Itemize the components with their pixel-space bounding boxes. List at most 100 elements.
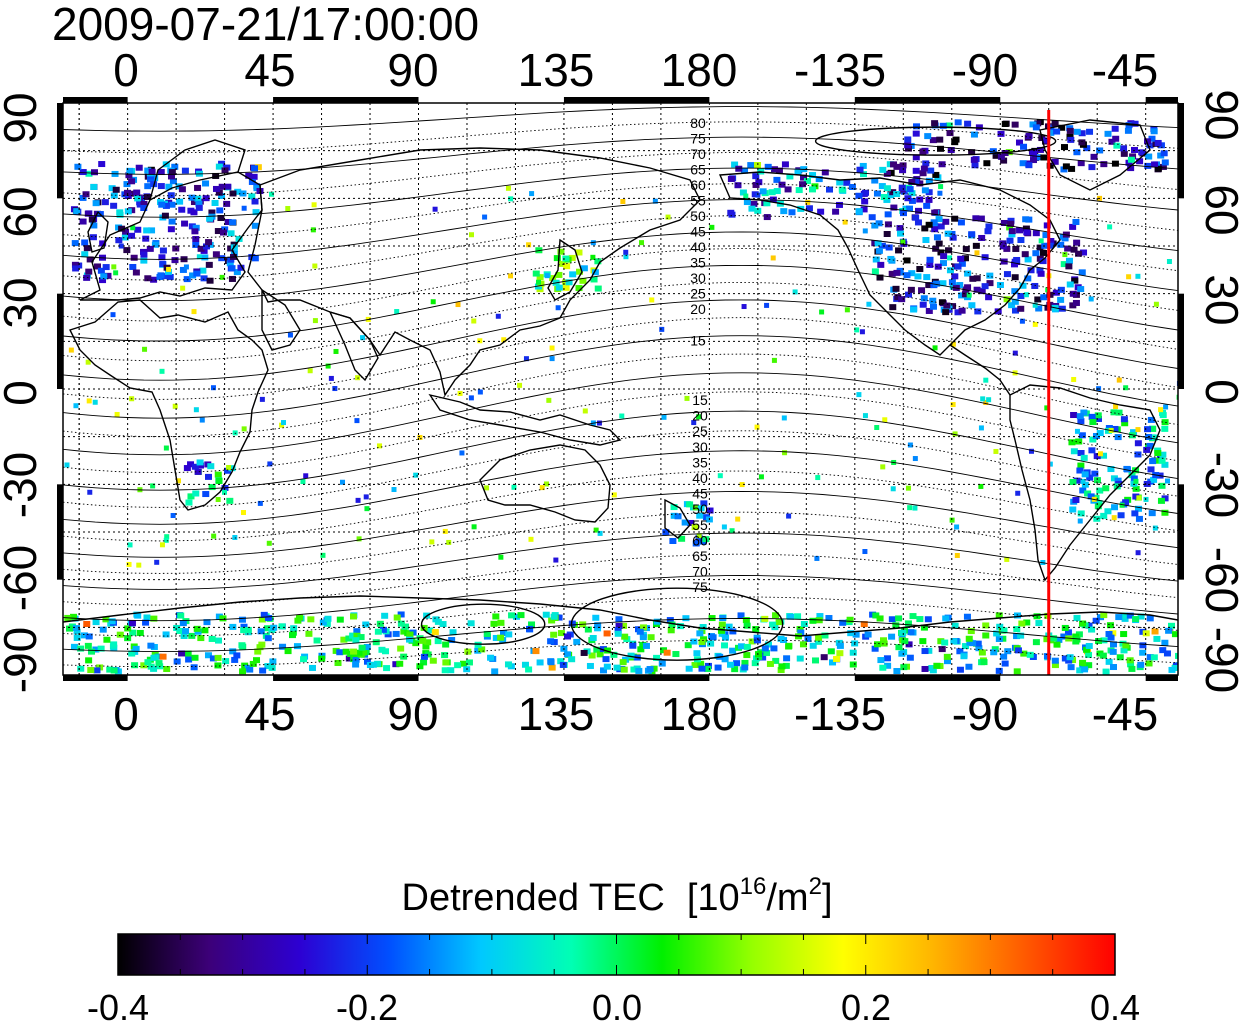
tec-pixel [697, 505, 705, 512]
tec-pixel [846, 616, 854, 623]
tec-pixel [992, 152, 1000, 159]
tec-pixel [714, 664, 722, 671]
tec-pixel [916, 616, 924, 623]
tec-pixel [268, 664, 276, 671]
tec-pixel [1023, 619, 1031, 626]
tec-pixel [181, 220, 189, 227]
tec-pixel [492, 613, 500, 620]
tec-pixel [110, 312, 116, 318]
tec-pixel [164, 268, 172, 275]
tec-pixel [629, 642, 637, 649]
tec-pixel [871, 222, 879, 229]
tec-pixel [855, 208, 863, 215]
tec-pixel [1160, 150, 1168, 157]
tec-pixel [439, 621, 447, 628]
tec-pixel [593, 646, 601, 653]
tec-pixel [919, 638, 927, 645]
tec-pixel [833, 655, 841, 662]
tec-pixel [1126, 612, 1134, 619]
tec-pixel [122, 228, 130, 235]
tec-pixel [1107, 634, 1115, 641]
tec-pixel [1114, 477, 1122, 484]
tec-pixel [929, 667, 937, 674]
tec-pixel [1086, 128, 1094, 135]
tec-pixel [803, 178, 811, 185]
tec-pixel [1032, 250, 1040, 257]
tec-pixel [1113, 142, 1121, 149]
tec-pixel [205, 261, 213, 268]
tec-pixel [921, 187, 929, 194]
tec-pixel [178, 206, 186, 213]
tec-pixel [877, 261, 885, 268]
map-frame-bars [57, 97, 1184, 681]
tec-pixel [1158, 457, 1166, 464]
tec-pixel [872, 612, 880, 619]
tec-pixel [888, 270, 896, 277]
tec-pixel [345, 655, 353, 662]
tec-pixel [1150, 476, 1158, 483]
bottom-lon-tick-label: 45 [244, 688, 295, 740]
tec-pixel [893, 668, 901, 675]
tec-pixel [970, 131, 978, 138]
tec-pixel [355, 375, 361, 381]
magnetic-latitude-label: 40 [692, 470, 708, 486]
tec-pixel [973, 275, 981, 282]
tec-pixel [229, 623, 237, 630]
tec-pixel [259, 396, 265, 402]
tec-pixel [1159, 451, 1167, 458]
tec-pixel [1100, 452, 1108, 459]
tec-pixel [613, 664, 621, 671]
tec-pixel [90, 169, 98, 176]
tec-pixel [1077, 286, 1085, 293]
tec-pixel [1006, 224, 1014, 231]
tec-pixel [1053, 641, 1061, 648]
tec-pixel [1161, 159, 1169, 166]
tec-pixel [586, 662, 594, 669]
tec-pixel [885, 244, 893, 251]
tec-pixel [471, 524, 477, 530]
tec-pixel [249, 660, 257, 667]
tec-pixel [86, 398, 92, 404]
tec-pixel [904, 620, 912, 627]
tec-pixel [562, 284, 570, 291]
tec-pixel [455, 302, 461, 308]
tec-pixel [202, 195, 210, 202]
tec-pixel [954, 119, 962, 126]
tec-data-pixels [64, 119, 1222, 675]
tec-pixel [978, 483, 984, 489]
tec-pixel [1127, 165, 1135, 172]
tec-pixel [888, 633, 896, 640]
tec-pixel [167, 226, 175, 233]
tec-pixel [310, 227, 316, 233]
tec-pixel [1065, 257, 1073, 264]
tec-pixel [1077, 418, 1085, 425]
tec-pixel [226, 497, 234, 504]
tec-pixel [950, 402, 956, 408]
tec-pixel [208, 484, 216, 491]
tec-pixel [971, 162, 979, 169]
tec-pixel [590, 276, 598, 283]
tec-pixel [419, 637, 427, 644]
tec-pixel [1030, 157, 1038, 164]
tec-pixel [980, 396, 986, 402]
tec-pixel [1215, 616, 1222, 622]
tec-pixel [131, 662, 139, 669]
tec-pixel [1000, 157, 1008, 164]
tec-pixel [118, 225, 126, 232]
magnetic-contour [63, 596, 1178, 637]
tec-pixel [1139, 642, 1147, 649]
tec-pixel [199, 267, 207, 274]
colorbar-tick-label: 0.0 [592, 987, 642, 1024]
tec-pixel [755, 192, 761, 198]
tec-pixel [932, 171, 940, 178]
tec-pixel [1130, 475, 1138, 482]
tec-pixel [193, 270, 201, 277]
tec-pixel [1146, 654, 1154, 661]
tec-pixel [1149, 458, 1157, 465]
tec-pixel [921, 648, 929, 655]
tec-pixel [597, 530, 603, 536]
tec-pixel [565, 279, 573, 286]
tec-pixel [528, 621, 536, 628]
tec-pixel [1105, 630, 1113, 637]
tec-pixel [523, 356, 529, 362]
